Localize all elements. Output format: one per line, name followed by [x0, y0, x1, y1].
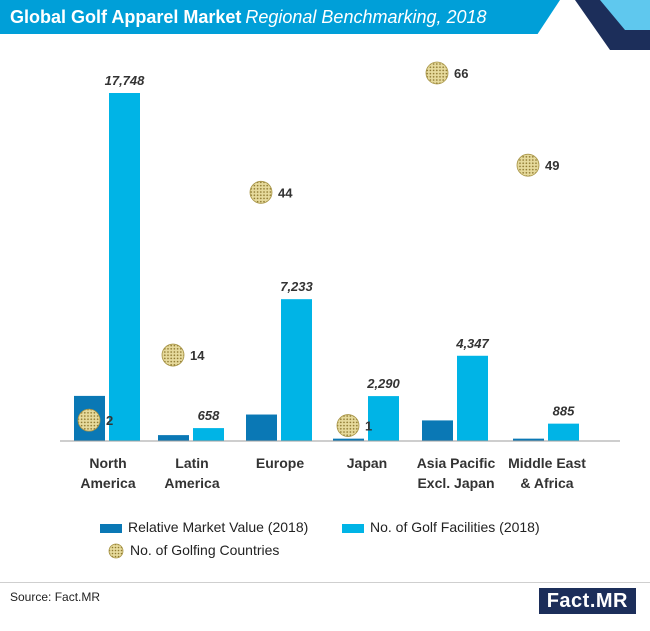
- category-label-latin-america-line-1: Latin: [175, 455, 208, 471]
- bubble-golfing-countries-latin-america: [161, 343, 185, 367]
- data-label-golfing-countries-europe: 44: [278, 185, 293, 200]
- bar-golf-facilities-europe: [281, 299, 312, 441]
- data-label-golf-facilities-latin-america: 658: [198, 408, 220, 423]
- header-bar: [0, 0, 560, 34]
- bar-golf-facilities-middle-east-africa: [548, 423, 579, 441]
- data-label-golf-facilities-north-america: 17,748: [105, 73, 146, 88]
- bar-market-value-europe: [246, 414, 277, 441]
- bubble-golfing-countries-middle-east-africa: [516, 153, 540, 177]
- legend-label-golf-facilities: No. of Golf Facilities (2018): [370, 519, 540, 535]
- logo-fact: Fact: [546, 590, 590, 612]
- bar-market-value-asia-pacific-excl-japan: [422, 420, 453, 441]
- footer-divider: [0, 582, 650, 583]
- data-label-golfing-countries-north-america: 2: [106, 413, 113, 428]
- data-label-golfing-countries-asia-pacific-excl-japan: 66: [454, 66, 468, 81]
- data-label-golfing-countries-middle-east-africa: 49: [545, 158, 559, 173]
- bubble-golfing-countries-europe: [249, 180, 273, 204]
- data-label-golf-facilities-japan: 2,290: [366, 376, 400, 391]
- category-label-asia-pacific-excl-japan-line-1: Asia Pacific: [417, 455, 496, 471]
- bar-golf-facilities-japan: [368, 396, 399, 441]
- bar-golf-facilities-latin-america: [193, 428, 224, 441]
- header: Global Golf Apparel Market Regional Bench…: [0, 0, 650, 50]
- legend-label-market-value: Relative Market Value (2018): [128, 519, 309, 535]
- label-group: 17,748 2 North America 658 14 Latin America 7,23…: [80, 66, 586, 491]
- data-label-golf-facilities-europe: 7,233: [280, 279, 313, 294]
- chart: 17,748 2 North America 658 14 Latin America 7,23…: [60, 61, 620, 491]
- category-label-asia-pacific-excl-japan-line-2: Excl. Japan: [417, 475, 494, 491]
- bubble-golfing-countries-north-america: [77, 408, 101, 432]
- bubble-golfing-countries-japan: [336, 414, 360, 437]
- logo: Fact.MR: [538, 588, 636, 614]
- data-label-golf-facilities-asia-pacific-excl-japan: 4,347: [455, 336, 489, 351]
- decoration-shape-light: [600, 0, 650, 30]
- category-label-japan-line-1: Japan: [347, 455, 387, 471]
- legend-item-golfing-countries: No. of Golfing Countries: [108, 541, 279, 559]
- bar-group: [74, 93, 579, 441]
- category-label-middle-east-africa-line-2: & Africa: [520, 475, 573, 491]
- data-label-golfing-countries-latin-america: 14: [190, 348, 205, 363]
- bar-market-value-latin-america: [158, 435, 189, 441]
- legend-swatch-market-value: [100, 523, 122, 533]
- data-label-golfing-countries-japan: 1: [365, 419, 372, 434]
- bar-golf-facilities-asia-pacific-excl-japan: [457, 355, 488, 441]
- bar-golf-facilities-north-america: [109, 93, 140, 441]
- header-decoration: [575, 0, 650, 50]
- bubble-group: [77, 61, 540, 437]
- legend-label-golfing-countries: No. of Golfing Countries: [130, 542, 280, 558]
- bubble-golfing-countries-asia-pacific-excl-japan: [425, 61, 449, 85]
- category-label-north-america-line-1: North: [89, 455, 126, 471]
- title-subtitle: Regional Benchmarking, 2018: [245, 7, 487, 27]
- legend-swatch-golf-facilities: [342, 523, 364, 533]
- category-label-latin-america-line-2: America: [164, 475, 219, 491]
- bar-market-value-middle-east-africa: [513, 438, 544, 441]
- golf-ball-icon: [108, 543, 124, 559]
- source-text: Source: Fact.MR: [10, 590, 101, 604]
- bar-market-value-japan: [333, 438, 364, 441]
- legend-item-market-value: Relative Market Value (2018): [100, 518, 308, 536]
- data-label-golf-facilities-middle-east-africa: 885: [553, 404, 575, 419]
- category-label-north-america-line-2: America: [80, 475, 135, 491]
- legend-item-golf-facilities: No. of Golf Facilities (2018): [342, 518, 540, 536]
- page-title: Global Golf Apparel Market Regional Bench…: [10, 5, 487, 29]
- category-label-middle-east-africa-line-1: Middle East: [508, 455, 586, 471]
- logo-mr: .MR: [589, 590, 628, 612]
- title-main: Global Golf Apparel Market: [10, 7, 242, 27]
- category-label-europe-line-1: Europe: [256, 455, 304, 471]
